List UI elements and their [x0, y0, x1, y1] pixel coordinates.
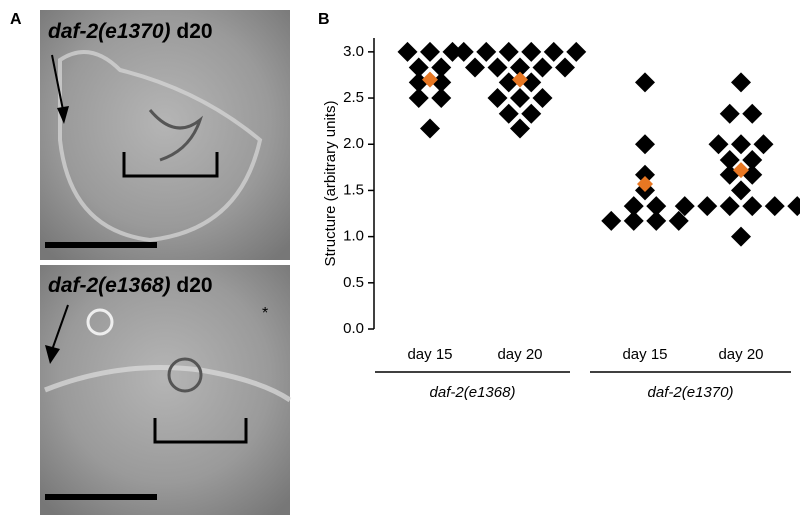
data-point [787, 196, 800, 217]
data-point [487, 88, 508, 109]
data-point [521, 72, 542, 93]
x-tick-label: day 20 [718, 346, 763, 363]
data-point [635, 134, 655, 155]
data-point [731, 134, 751, 155]
data-point [742, 103, 763, 124]
bracket [122, 152, 219, 178]
tissue-outline [58, 50, 263, 243]
data-point [753, 134, 774, 155]
data-point [420, 41, 440, 62]
image-label: daf-2(e1368) d20 [48, 274, 213, 297]
data-point [532, 57, 553, 78]
day: d20 [176, 20, 212, 43]
data-point [397, 41, 418, 62]
data-point [623, 210, 644, 231]
y-axis-label: Structure (arbitrary units) [322, 101, 339, 267]
data-point [719, 103, 740, 124]
data-point [719, 149, 740, 170]
y-tick-label: 1.5 [343, 181, 364, 198]
y-tick-label: 2.5 [343, 89, 364, 106]
data-point [512, 71, 528, 88]
data-point [646, 196, 667, 217]
arrow [51, 304, 69, 351]
data-point [532, 88, 553, 109]
image-label: daf-2(e1370) d20 [48, 20, 213, 43]
data-point [635, 72, 655, 93]
bracket [153, 418, 248, 444]
data-point [733, 162, 749, 179]
data-point [543, 41, 564, 62]
asterisk: * [262, 305, 268, 322]
data-point [646, 210, 667, 231]
data-point [476, 41, 497, 62]
arrow [51, 54, 64, 111]
data-point [487, 57, 508, 78]
data-point [742, 149, 763, 170]
data-point [637, 175, 653, 192]
day: d20 [176, 274, 212, 297]
data-point [521, 41, 542, 62]
y-tick-label: 1.0 [343, 228, 364, 245]
data-point [422, 71, 438, 88]
y-tick-label: 0.0 [343, 320, 364, 337]
data-point [601, 210, 622, 231]
data-point [408, 57, 429, 78]
data-point [420, 118, 440, 139]
tissue-feature [167, 357, 203, 393]
data-point [453, 41, 474, 62]
data-point [555, 57, 575, 78]
x-tick-label: day 15 [407, 346, 452, 363]
data-point [719, 196, 740, 217]
data-point [510, 118, 530, 139]
tissue-outline [44, 365, 292, 403]
panel-label: B [318, 11, 330, 28]
data-point [742, 196, 763, 217]
arrowhead [45, 345, 60, 364]
data-point [465, 57, 485, 78]
data-point [510, 57, 530, 78]
data-point [764, 196, 785, 217]
data-point [431, 72, 452, 93]
micrograph: daf-2(e1370) d20 [40, 10, 290, 260]
data-point [635, 164, 655, 185]
data-point [668, 210, 689, 231]
group-label: daf-2(e1370) [648, 384, 734, 401]
data-point [498, 103, 519, 124]
x-tick-label: day 20 [497, 346, 542, 363]
y-tick-label: 2.0 [343, 135, 364, 152]
panel-label: A [10, 11, 22, 28]
data-point [498, 41, 519, 62]
data-point [623, 196, 644, 217]
y-tick-label: 0.5 [343, 274, 364, 291]
data-point [697, 196, 718, 217]
micrograph: daf-2(e1368) d20 * [40, 265, 292, 515]
data-point [442, 41, 463, 62]
data-point [566, 41, 587, 62]
data-point [408, 72, 429, 93]
x-tick-label: day 15 [622, 346, 667, 363]
arrowhead [57, 106, 69, 124]
data-point [408, 88, 429, 109]
image-background [40, 265, 290, 515]
data-point [510, 88, 530, 109]
data-point [498, 72, 519, 93]
data-point [731, 226, 751, 247]
data-point [431, 88, 452, 109]
data-point [674, 196, 695, 217]
y-tick-label: 3.0 [343, 43, 364, 60]
tissue-feature [148, 109, 204, 162]
tissue-feature [86, 308, 114, 336]
data-point [731, 180, 751, 201]
data-point [708, 134, 729, 155]
genotype: daf-2(e1368) [48, 274, 171, 297]
data-point [521, 103, 542, 124]
data-point [731, 72, 751, 93]
group-label: daf-2(e1368) [430, 384, 516, 401]
data-point [431, 57, 452, 78]
genotype: daf-2(e1370) [48, 20, 171, 43]
